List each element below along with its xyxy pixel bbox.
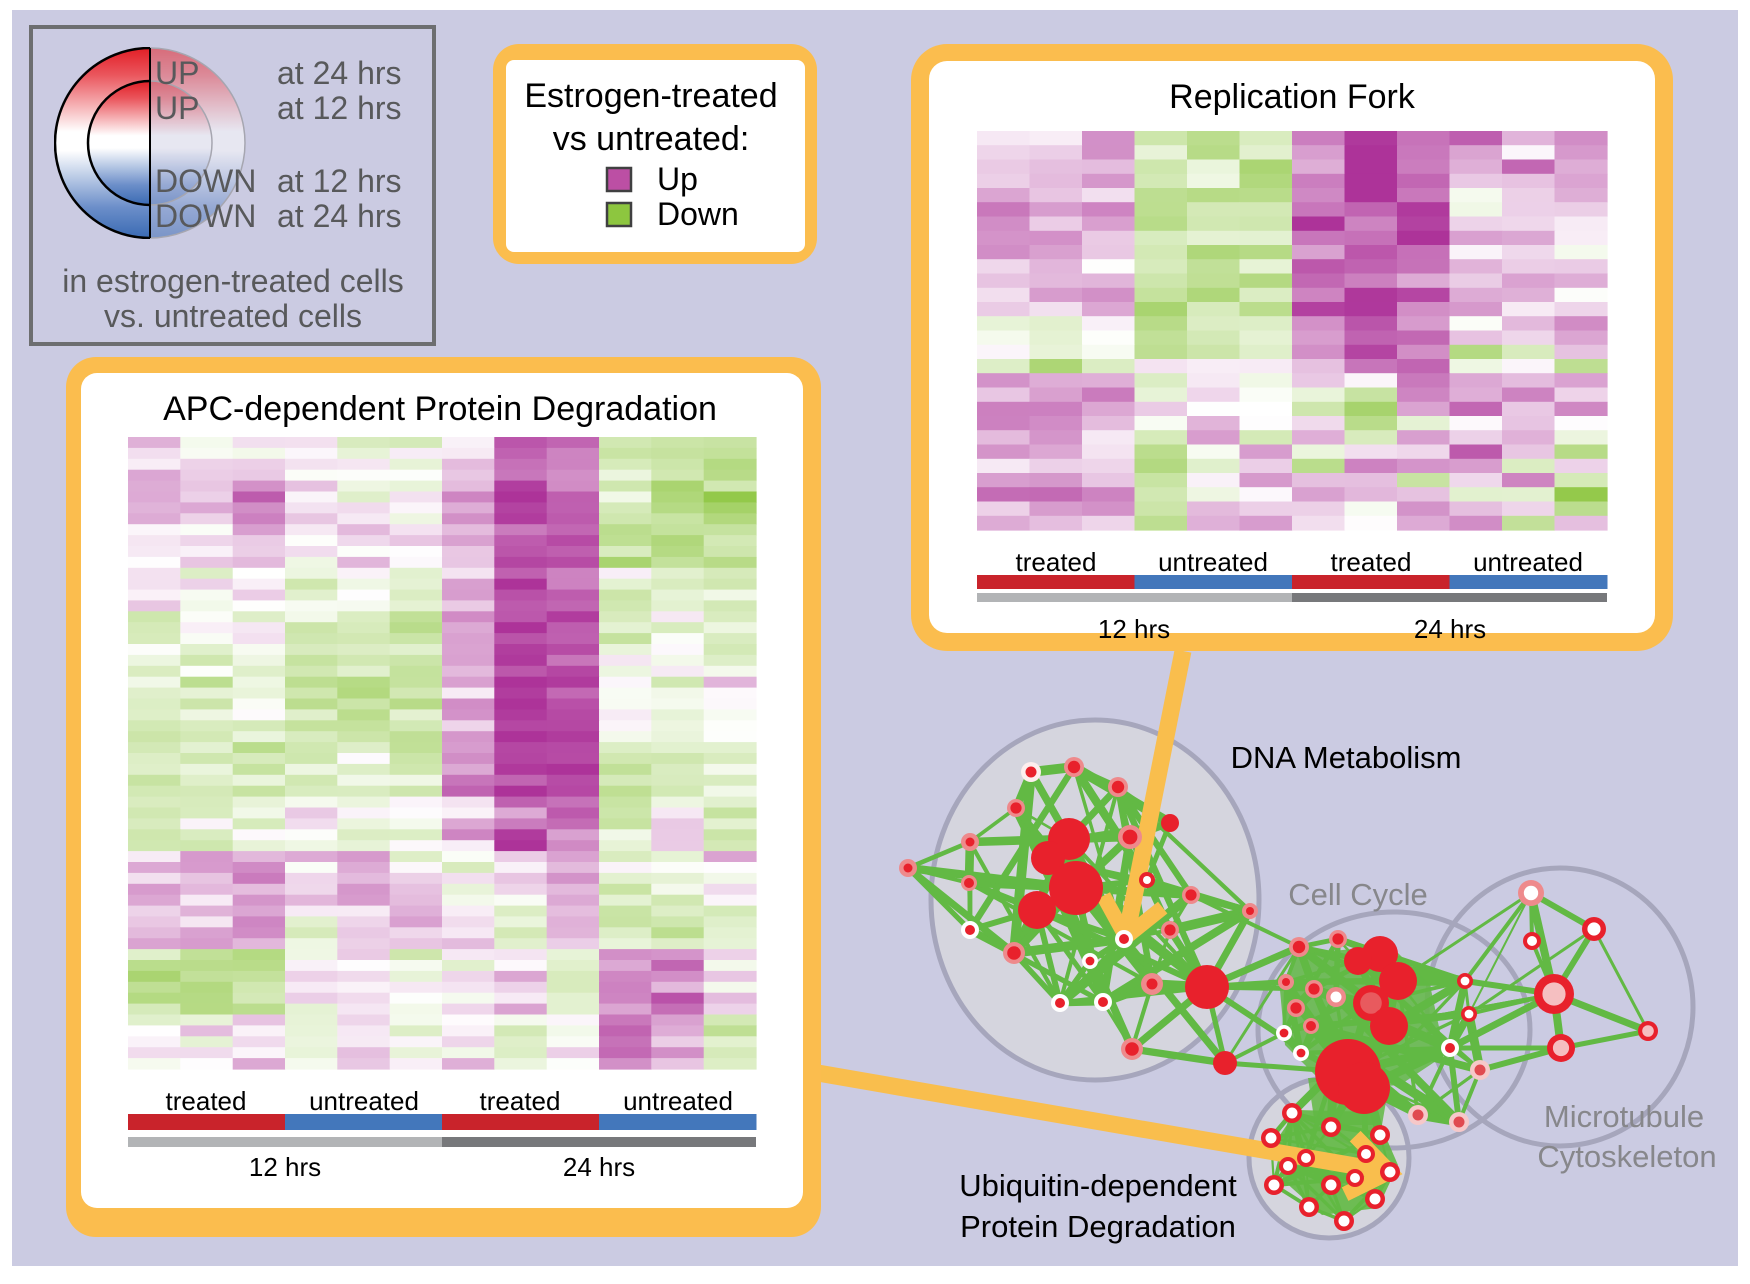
svg-text:DOWN: DOWN	[155, 198, 256, 234]
svg-text:Cytoskeleton: Cytoskeleton	[1537, 1139, 1716, 1174]
svg-text:Down: Down	[657, 196, 739, 232]
svg-text:Ubiquitin-dependent: Ubiquitin-dependent	[959, 1168, 1237, 1203]
svg-text:at 24 hrs: at 24 hrs	[277, 55, 402, 91]
svg-text:untreated: untreated	[1158, 547, 1268, 577]
svg-text:12 hrs: 12 hrs	[1098, 614, 1170, 644]
svg-text:Microtubule: Microtubule	[1544, 1099, 1704, 1134]
svg-text:Estrogen-treated: Estrogen-treated	[524, 77, 777, 115]
svg-text:UP: UP	[155, 90, 199, 126]
svg-text:Protein Degradation: Protein Degradation	[960, 1209, 1236, 1244]
svg-text:at 24 hrs: at 24 hrs	[277, 198, 402, 234]
svg-text:treated: treated	[480, 1086, 561, 1116]
svg-text:Replication Fork: Replication Fork	[1169, 78, 1416, 116]
svg-text:DNA Metabolism: DNA Metabolism	[1231, 740, 1462, 775]
svg-text:treated: treated	[166, 1086, 247, 1116]
svg-text:24 hrs: 24 hrs	[563, 1152, 635, 1182]
svg-text:Cell Cycle: Cell Cycle	[1288, 877, 1428, 912]
svg-text:DOWN: DOWN	[155, 163, 256, 199]
svg-text:at 12 hrs: at 12 hrs	[277, 163, 402, 199]
svg-text:UP: UP	[155, 55, 199, 91]
svg-text:untreated: untreated	[623, 1086, 733, 1116]
svg-text:untreated: untreated	[309, 1086, 419, 1116]
svg-text:at 12 hrs: at 12 hrs	[277, 90, 402, 126]
svg-text:Up: Up	[657, 161, 698, 197]
svg-text:untreated: untreated	[1473, 547, 1583, 577]
svg-text:vs. untreated cells: vs. untreated cells	[104, 298, 362, 334]
svg-text:24 hrs: 24 hrs	[1414, 614, 1486, 644]
svg-text:treated: treated	[1016, 547, 1097, 577]
svg-text:in estrogen-treated cells: in estrogen-treated cells	[62, 263, 404, 299]
svg-text:vs untreated:: vs untreated:	[553, 120, 750, 158]
svg-text:APC-dependent Protein Degradat: APC-dependent Protein Degradation	[163, 390, 717, 428]
svg-text:12 hrs: 12 hrs	[249, 1152, 321, 1182]
svg-text:treated: treated	[1331, 547, 1412, 577]
